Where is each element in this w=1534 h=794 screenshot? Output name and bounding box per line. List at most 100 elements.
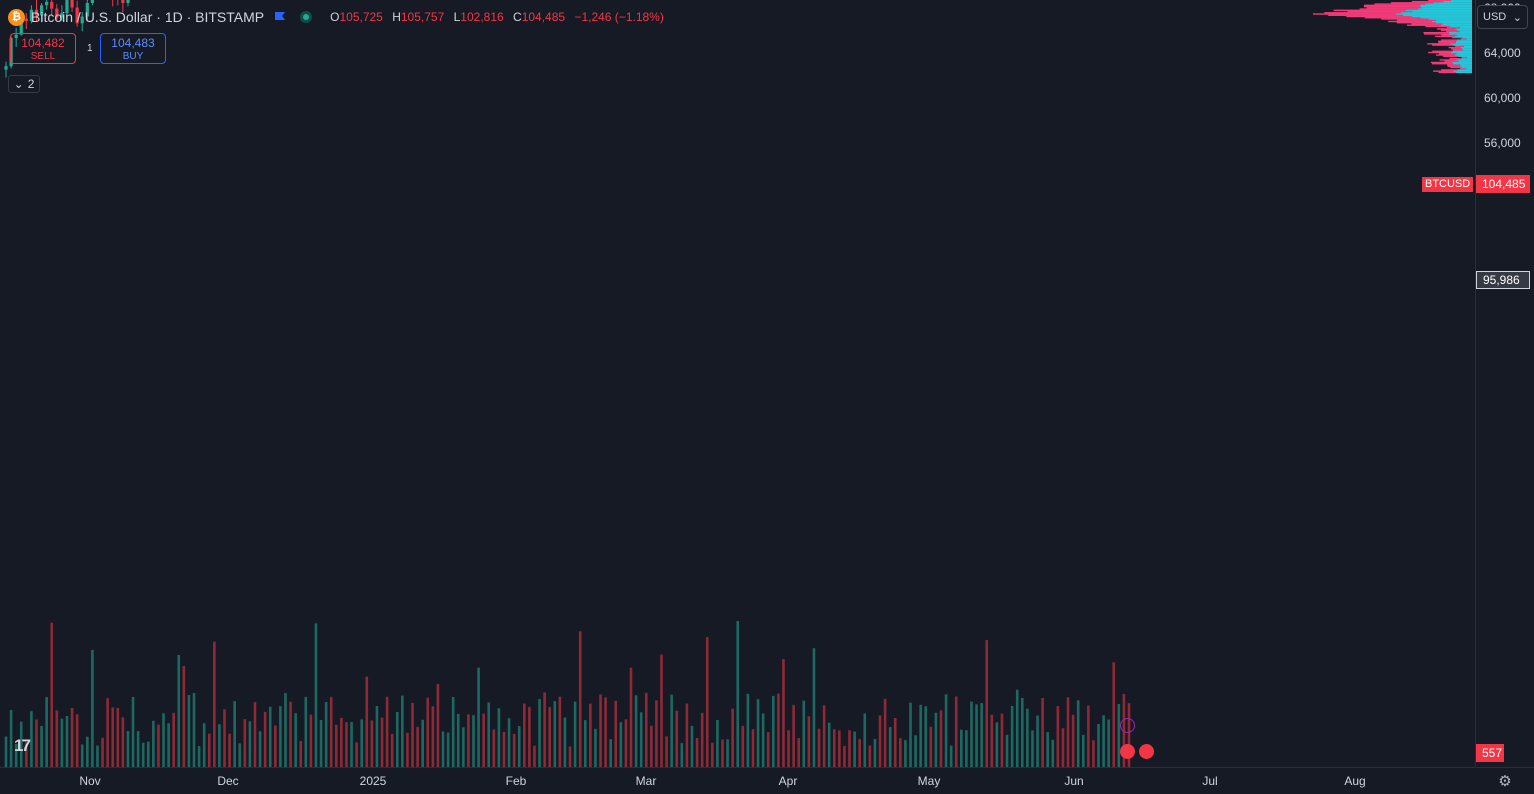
volume-bar [1112,662,1116,767]
volume-bar [289,701,292,767]
volume-profile-bar [1437,40,1456,43]
volume-profile-bar [1458,60,1472,62]
market-status-icon[interactable] [300,11,313,23]
time-tick: Mar [635,774,657,788]
volume-profile-bar [1446,30,1460,33]
volume-profile-bar [1449,25,1472,28]
volume-bar [873,738,877,767]
volume-profile-bar [1447,64,1461,66]
volume-bar [777,693,780,767]
volume-profile-bar [1397,19,1437,21]
volume-profile-bar [1411,15,1472,18]
volume-bar [1026,708,1029,767]
volume-bar [573,701,577,767]
symbol-price-tag: BTCUSD [1422,177,1474,192]
volume-bar [121,717,125,767]
currency-select[interactable]: USD ⌄ [1477,5,1528,29]
volume-bar [619,722,623,767]
volume-profile-bar [1448,31,1472,34]
volume-bar [416,726,419,767]
volume-bar [629,667,633,767]
volume-bar [883,698,887,767]
volume-profile-bar [1427,43,1451,45]
volume-bar [960,729,963,767]
candle-body [90,0,94,3]
volume-bar [944,694,948,767]
volume-bar [1061,728,1065,767]
volume-bar [523,703,526,767]
volume-profile-bar [1333,9,1406,11]
volume-profile-bar [1450,48,1462,50]
volume-profile-bar [1407,24,1441,26]
volume-bar [284,693,287,767]
us-event-icon[interactable] [1120,744,1135,759]
volume-bar [1081,734,1085,767]
volume-bar [390,733,394,767]
volume-profile-bar [1452,49,1463,51]
volume-bar [832,729,836,767]
volume-profile-bar [1452,61,1472,64]
volume-bar [700,712,704,767]
volume-bar [970,701,973,767]
volume-bar [848,730,851,767]
tradingview-logo[interactable]: 17 [14,736,31,755]
us-event-icon[interactable] [1139,744,1154,759]
volume-bar [35,719,38,767]
order-quantity[interactable]: 1 [87,43,93,54]
volume-bar [914,735,917,767]
volume-bar [202,723,206,767]
volume-profile-bar [1455,41,1472,44]
price-axis[interactable]: 116,000112,000108,000100,00092,00088,000… [1475,0,1534,767]
volume-bar [797,738,801,767]
flag-icon[interactable] [274,11,286,23]
volume-profile-bar [1462,36,1472,39]
volume-bar [9,709,13,767]
volume-profile-bar [1431,20,1472,23]
volume-profile-bar [1411,0,1444,3]
candle-body [85,2,89,17]
price-tick: 56,000 [1484,136,1521,151]
volume-bar [782,659,785,767]
volume-bar [690,725,694,767]
volume-bar [751,729,755,767]
symbol-title[interactable]: Bitcoin / U.S. Dollar · 1D · BITSTAMP [31,9,265,25]
time-axis[interactable]: Nov Dec 2025 Feb Mar Apr May Jun Jul Aug [0,767,1475,794]
volume-profile-bar [1312,13,1396,15]
volume-profile-bar [1364,17,1421,19]
volume-bar [146,741,150,767]
volume-profile-bar [1455,45,1464,48]
volume-bar [548,706,552,767]
volume-bar [543,692,546,767]
volume-bar [192,693,196,767]
volume-bar [233,701,236,767]
volume-profile-bar [1328,14,1403,16]
volume-bar [909,702,912,767]
volume-bar [482,713,485,767]
buy-button[interactable]: 104,483 BUY [100,33,166,64]
volume-bar [340,717,343,767]
volume-profile-bar [1431,63,1453,65]
volume-bar [502,731,506,767]
volume-profile-bar [1442,23,1472,25]
volume-bar [431,706,435,767]
price-chart[interactable] [0,0,1475,767]
lightning-icon[interactable] [1120,718,1135,733]
volume-bar [213,641,216,767]
volume-bar [324,702,328,767]
volume-profile-bar [1454,54,1472,56]
time-tick: Jul [1202,774,1218,788]
volume-bar [370,720,374,767]
candle-body [50,1,54,9]
candle-body [60,13,64,18]
volume-bar [1005,734,1009,767]
sell-button[interactable]: 104,482 SELL [10,33,76,64]
volume-profile-bar [1425,25,1450,28]
volume-bar [695,738,699,767]
volume-bar [670,694,673,767]
volume-bar [609,739,612,767]
candle-body [4,66,8,70]
gear-icon[interactable]: ⚙ [1476,767,1534,794]
volume-bar [599,694,602,767]
volume-bar [131,697,135,767]
indicators-toggle[interactable]: ⌄ 2 [8,75,40,93]
